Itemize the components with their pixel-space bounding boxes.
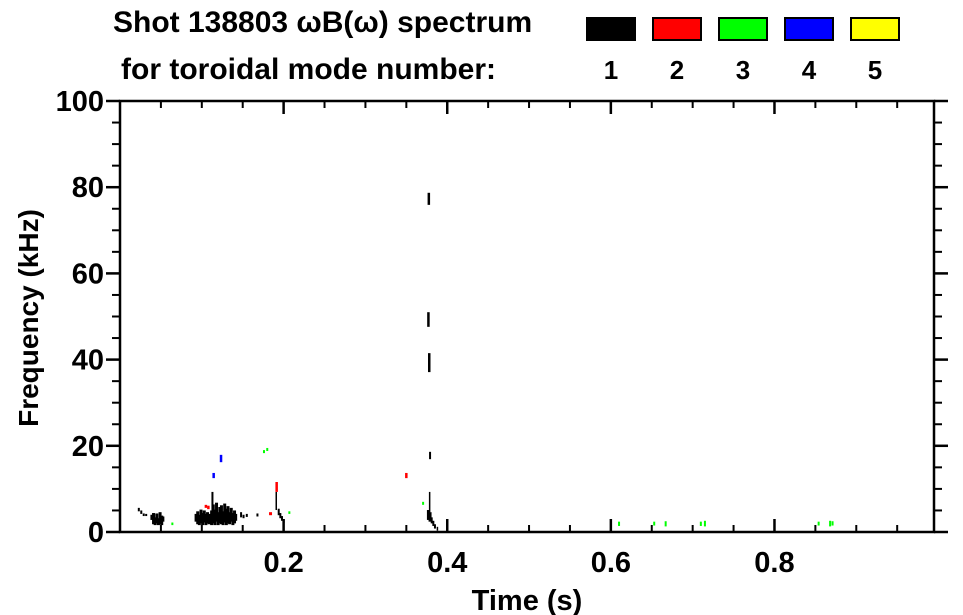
x-tick-label-0.8: 0.8 xyxy=(754,547,794,579)
y-tick-label-0: 0 xyxy=(88,517,104,549)
legend-swatch-n2 xyxy=(652,17,702,41)
series-marks-n2 xyxy=(204,472,408,516)
plot-title-line1: Shot 138803 ωB(ω) spectrum xyxy=(113,6,533,39)
y-tick-label-100: 100 xyxy=(56,86,104,118)
y-tick-label-80: 80 xyxy=(72,172,104,204)
legend-entry-n2: 2 xyxy=(652,17,702,86)
x-tick-label-0.4: 0.4 xyxy=(427,547,467,579)
legend-mode-label-n5: 5 xyxy=(867,55,883,85)
plot-title-line2: for toroidal mode number: xyxy=(121,53,496,86)
legend-entry-n5: 5 xyxy=(850,17,900,86)
y-tick-label-40: 40 xyxy=(72,345,104,377)
y-tick-label-60: 60 xyxy=(72,258,104,290)
legend-mode-label-n2: 2 xyxy=(669,55,685,85)
legend-mode-label-n4: 4 xyxy=(801,55,817,85)
legend-mode-label-n3: 3 xyxy=(735,55,751,85)
x-axis-title: Time (s) xyxy=(472,585,583,615)
legend-swatch-n5 xyxy=(850,17,900,41)
legend-entry-n4: 4 xyxy=(784,17,834,86)
y-axis-title: Frequency (kHz) xyxy=(13,209,44,427)
legend-swatch-n1 xyxy=(586,17,636,41)
x-tick-label-0.2: 0.2 xyxy=(263,547,303,579)
series-marks-n4 xyxy=(212,454,223,479)
mode-color-legend: 1 2 3 4 5 xyxy=(586,17,916,87)
series-marks-n3 xyxy=(171,447,834,527)
series-marks-n1 xyxy=(137,192,439,531)
legend-entry-n1: 1 xyxy=(586,17,636,86)
legend-swatch-n3 xyxy=(718,17,768,41)
legend-entry-n3: 3 xyxy=(718,17,768,86)
legend-swatch-n4 xyxy=(784,17,834,41)
x-tick-label-0.6: 0.6 xyxy=(591,547,631,579)
legend-mode-label-n1: 1 xyxy=(603,55,619,85)
y-tick-label-20: 20 xyxy=(72,431,104,463)
plot-border xyxy=(118,99,936,534)
